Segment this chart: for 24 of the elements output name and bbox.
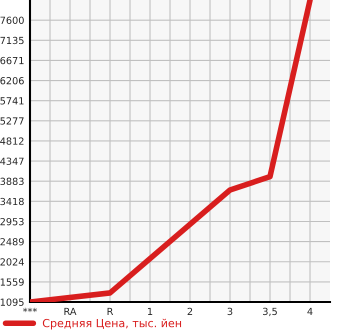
x-tick-label: 1 [148, 308, 152, 315]
y-tick-label: 6671 [0, 56, 24, 64]
y-tick-label: 5277 [0, 117, 24, 125]
y-tick-label: 5741 [0, 97, 24, 105]
y-tick-label: 3883 [0, 178, 24, 186]
y-tick-label: 2489 [0, 238, 24, 246]
x-tick-label: RA [64, 308, 76, 315]
x-tick-label: 3 [228, 308, 232, 316]
x-tick-label: 4 [307, 308, 313, 315]
y-tick-label: 4347 [0, 158, 24, 165]
x-tick-label: *** [23, 308, 37, 312]
x-tick-label: 3,5 [263, 308, 277, 316]
y-tick-label: 1559 [0, 278, 24, 286]
x-tick-label: R [108, 308, 114, 315]
y-tick-label: 7135 [0, 36, 24, 44]
y-tick-label: 2953 [0, 218, 24, 226]
y-tick-label: 7600 [0, 16, 24, 24]
legend-label: Средняя Цена, тыс. йен [42, 318, 182, 330]
y-tick-label: 4812 [0, 137, 24, 145]
x-tick-label: 2 [188, 308, 192, 315]
y-tick-label: 3418 [0, 198, 24, 206]
y-tick-label: 1095 [0, 298, 24, 306]
y-tick-label: 6206 [0, 77, 24, 84]
y-tick-label: 2024 [0, 258, 24, 266]
